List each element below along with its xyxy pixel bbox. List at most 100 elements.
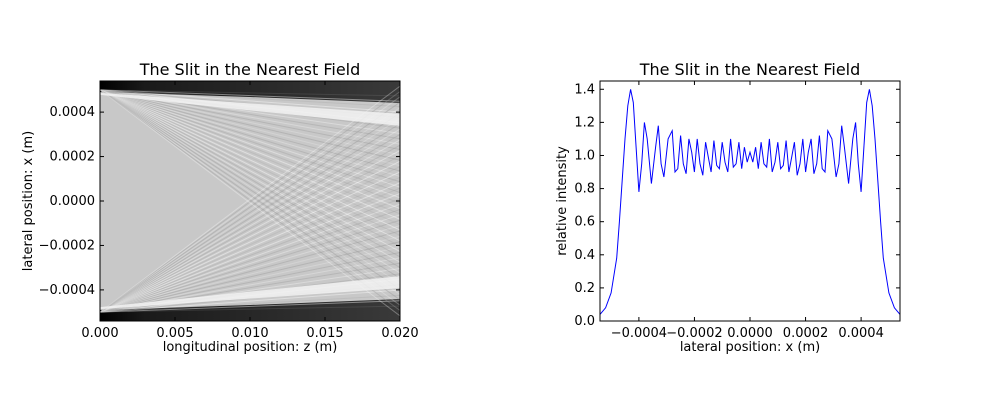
fringe-ray-top: [100, 89, 400, 247]
x-tick-label: −0.0002: [666, 326, 722, 341]
heatmap-y-label: lateral position: x (m): [21, 131, 36, 271]
fringe-ray-top: [100, 89, 400, 236]
fringe-ray-top: [100, 89, 400, 301]
heatmap-bottom-shadow: [100, 299, 400, 321]
fringe-ray-bottom: [100, 91, 400, 313]
heatmap-top-shadow: [100, 81, 400, 103]
intensity-x-label: lateral position: x (m): [680, 340, 820, 355]
fringe-ray-top: [100, 89, 400, 269]
fringe-ray-top: [100, 89, 400, 102]
fringe-ray-bottom: [100, 128, 400, 313]
y-tick-label: 0.6: [574, 215, 595, 230]
y-tick-label: −0.0004: [39, 283, 95, 298]
x-tick-label: 0.0004: [838, 326, 884, 341]
edge-bright-band: [100, 276, 400, 310]
y-tick-label: 0.0004: [50, 105, 96, 120]
fringe-ray-top: [100, 89, 400, 263]
fringe-ray-top: [100, 89, 400, 188]
fringe-ray-bottom: [100, 187, 400, 313]
fringe-ray-top: [100, 89, 400, 317]
fringe-ray-bottom: [100, 123, 400, 313]
y-tick-label: 0.8: [574, 182, 595, 197]
fringe-ray-top: [100, 89, 400, 210]
x-tick-label: 0.020: [381, 326, 418, 341]
y-tick-label: 0.0000: [50, 194, 96, 209]
x-tick-label: 0.010: [231, 326, 268, 341]
fringe-ray-bottom: [100, 112, 400, 313]
intensity-plot-area: [600, 81, 900, 321]
fringe-ray-top: [100, 89, 400, 311]
fringe-ray-top: [100, 89, 400, 306]
fringe-ray-top: [100, 89, 400, 161]
fringe-ray-bottom: [100, 300, 400, 313]
fringe-ray-top: [100, 89, 400, 258]
fringe-ray-bottom: [100, 182, 400, 313]
heatmap-fringes: [100, 85, 400, 317]
fringe-ray-bottom: [100, 160, 400, 313]
heatmap-background: [100, 81, 400, 321]
intensity-y-ticks: 0.0 0.2 0.4 0.6 0.8 1.0 1.2 1.4: [574, 82, 900, 329]
fringe-ray-top: [100, 89, 400, 156]
fringe-ray-bottom: [100, 85, 400, 313]
fringe-ray-bottom: [100, 192, 400, 313]
fringe-ray-bottom: [100, 117, 400, 313]
heatmap-title: The Slit in the Nearest Field: [139, 60, 361, 79]
fringe-ray-bottom: [100, 166, 400, 313]
edge-bright-band: [100, 92, 400, 126]
x-tick-label: 0.015: [306, 326, 343, 341]
fringe-ray-bottom: [100, 230, 400, 313]
fringe-ray-bottom: [100, 305, 400, 313]
fringe-ray-bottom: [100, 214, 400, 313]
x-tick-label: −0.0004: [611, 326, 667, 341]
fringe-ray-bottom: [100, 133, 400, 313]
y-tick-label: 0.0002: [50, 150, 96, 165]
fringe-ray-top: [100, 89, 400, 285]
intensity-series-line: [599, 89, 901, 315]
x-tick-label: 0.005: [156, 326, 193, 341]
fringe-ray-top: [100, 89, 400, 274]
fringe-ray-top: [100, 89, 400, 193]
fringe-ray-top: [100, 89, 400, 183]
y-tick-label: 0.4: [574, 248, 595, 263]
fringe-ray-top: [100, 89, 400, 295]
fringe-ray-top: [100, 89, 400, 290]
fringe-ray-top: [100, 89, 400, 220]
fringe-ray-top: [100, 89, 400, 167]
x-tick-label: 0.000: [81, 326, 118, 341]
fringe-ray-bottom: [100, 139, 400, 313]
heatmap-chart: The Slit in the Nearest Field 0.000 0.005…: [21, 60, 419, 355]
fringe-ray-top: [100, 89, 400, 177]
fringe-ray-bottom: [100, 209, 400, 313]
fringe-ray-bottom: [100, 198, 400, 313]
fringe-ray-bottom: [100, 219, 400, 313]
x-tick-label: 0.0000: [727, 326, 773, 341]
fringe-ray-bottom: [100, 294, 400, 313]
fringe-ray-bottom: [100, 289, 400, 313]
fringe-ray-top: [100, 89, 400, 97]
fringe-ray-bottom: [100, 171, 400, 313]
fringe-ray-bottom: [100, 246, 400, 313]
fringe-ray-top: [100, 89, 400, 215]
heatmap-y-ticks: 0.0004 0.0002 0.0000 −0.0002 −0.0004: [39, 105, 400, 298]
fringe-ray-bottom: [100, 225, 400, 313]
fringe-ray-top: [100, 89, 400, 108]
fringe-ray-top: [100, 89, 400, 242]
fringe-ray-bottom: [100, 144, 400, 313]
fringe-ray-top: [100, 89, 400, 279]
fringe-ray-bottom: [100, 235, 400, 313]
fringe-ray-bottom: [100, 241, 400, 313]
fringe-ray-bottom: [100, 176, 400, 313]
y-tick-label: 1.4: [574, 82, 595, 97]
x-tick-label: 0.0002: [783, 326, 829, 341]
y-tick-label: −0.0002: [39, 238, 95, 253]
fringe-ray-top: [100, 89, 400, 226]
fringe-ray-bottom: [100, 155, 400, 313]
heatmap-x-label: longitudinal position: z (m): [163, 340, 338, 355]
intensity-y-label: relative intensity: [555, 146, 570, 256]
fringe-ray-bottom: [100, 96, 400, 313]
y-tick-label: 0.2: [574, 281, 595, 296]
fringe-ray-top: [100, 89, 400, 252]
y-tick-label: 1.0: [574, 148, 595, 163]
y-tick-label: 1.2: [574, 115, 595, 130]
